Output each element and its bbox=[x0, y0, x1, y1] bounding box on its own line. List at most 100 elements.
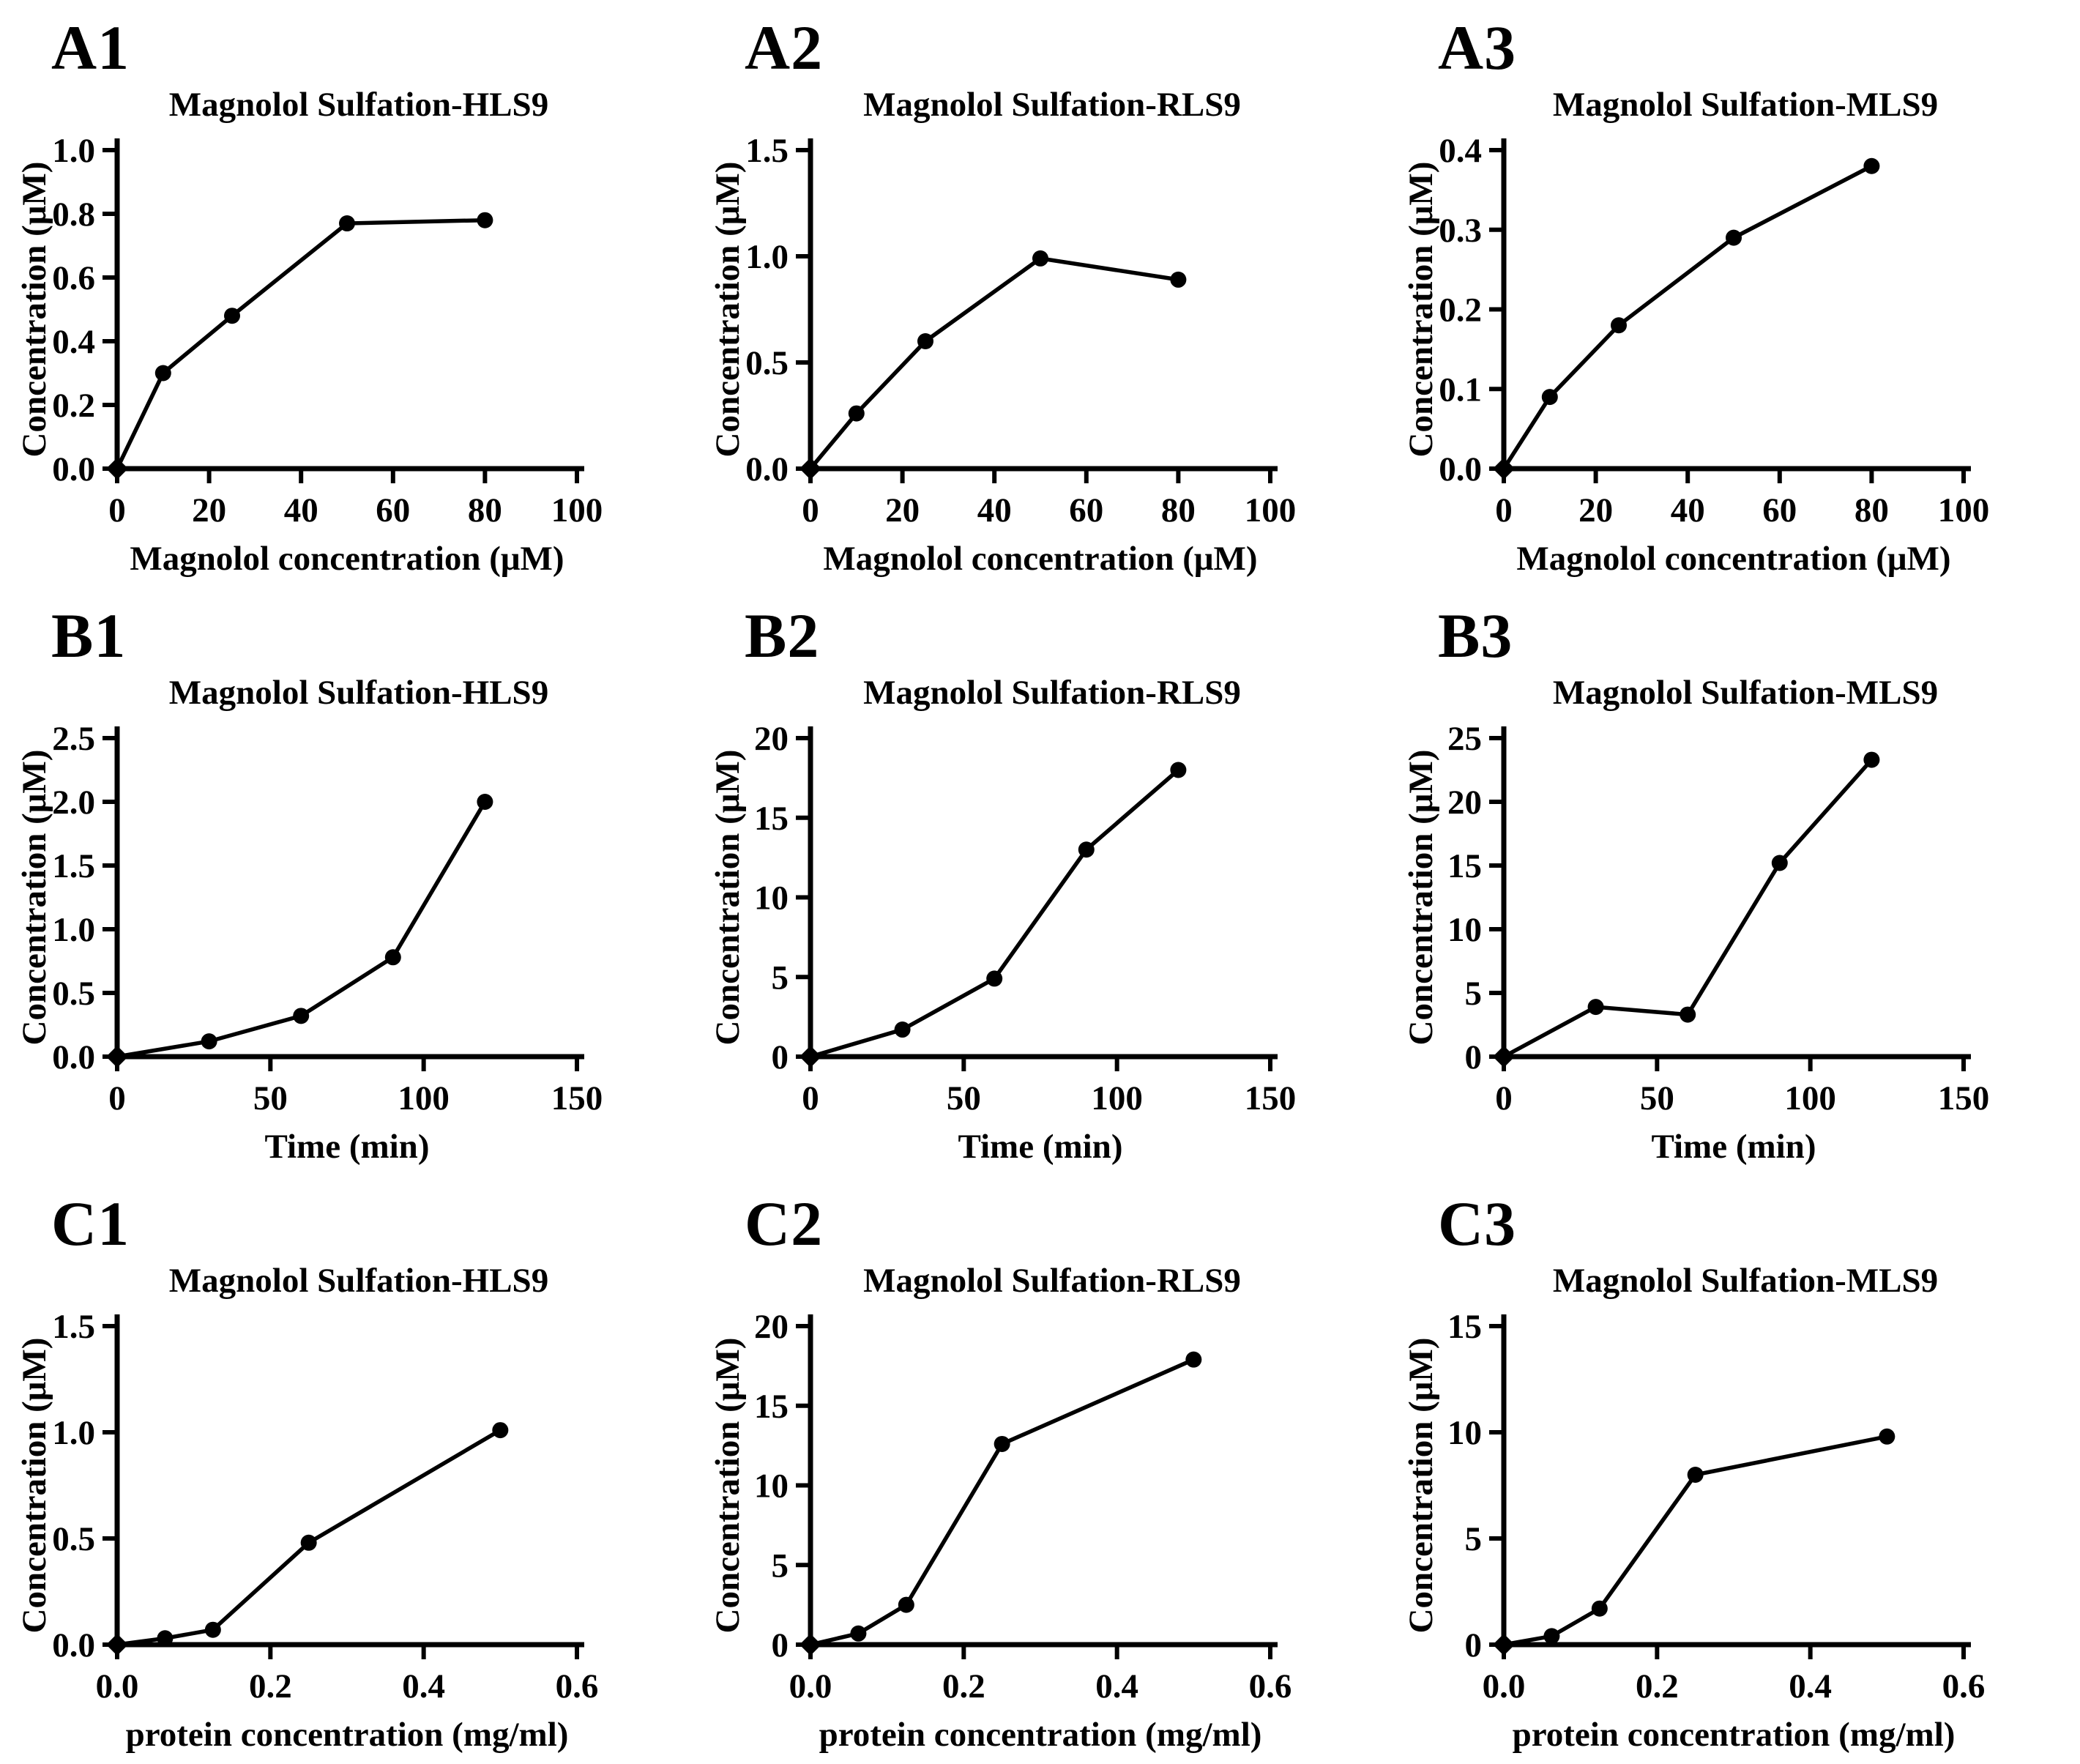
x-tick-label: 20 bbox=[1578, 491, 1613, 529]
line-chart: 0 20 40 60 80 100 0.0 0.5 1.0 1.5 Magnolol concent… bbox=[709, 132, 1296, 578]
x-tick-label: 40 bbox=[1671, 491, 1705, 529]
y-tick-label: 10 bbox=[1447, 911, 1482, 949]
data-point bbox=[1587, 999, 1604, 1016]
y-tick-label: 0 bbox=[772, 1038, 789, 1076]
y-tick-label: 1.0 bbox=[745, 238, 789, 276]
data-point bbox=[1680, 1006, 1696, 1023]
panel-b1: B1 Magnolol Sulfation-HLS9 0 50 100 150 0.0 0… bbox=[0, 588, 693, 1176]
data-point bbox=[204, 1621, 221, 1638]
x-axis-label: Time (min) bbox=[958, 1128, 1123, 1166]
x-axis-label: protein concentration (mg/ml) bbox=[819, 1716, 1262, 1754]
y-axis-label: Concentration (μM) bbox=[15, 1338, 53, 1634]
data-point bbox=[1611, 317, 1627, 334]
data-point-origin bbox=[1493, 1634, 1515, 1656]
data-point bbox=[1185, 1351, 1202, 1368]
data-point bbox=[917, 333, 933, 349]
x-tick-label: 0.6 bbox=[556, 1667, 599, 1705]
data-point bbox=[986, 970, 1003, 987]
y-tick-label: 5 bbox=[1465, 975, 1483, 1013]
data-point bbox=[848, 405, 865, 422]
y-tick-label: 1.5 bbox=[52, 847, 95, 885]
y-tick-label: 0.5 bbox=[745, 344, 789, 382]
line-chart: 0 50 100 150 0 5 10 15 20 25 Time (min) Concentrati… bbox=[1402, 720, 1989, 1166]
data-point-origin bbox=[799, 1634, 821, 1656]
x-tick-label: 40 bbox=[977, 491, 1012, 529]
y-tick-label: 20 bbox=[754, 1308, 789, 1346]
chart-title: Magnolol Sulfation-HLS9 bbox=[168, 674, 549, 712]
x-tick-label: 60 bbox=[1069, 491, 1103, 529]
data-point bbox=[1879, 1428, 1896, 1445]
x-tick-label: 0.6 bbox=[1942, 1667, 1986, 1705]
x-tick-label: 0 bbox=[1495, 491, 1513, 529]
y-axis-label: Concentration (μM) bbox=[15, 162, 53, 458]
y-tick-label: 0.5 bbox=[52, 975, 95, 1013]
x-tick-label: 80 bbox=[1855, 491, 1889, 529]
data-point bbox=[339, 215, 355, 232]
x-tick-label: 100 bbox=[1938, 491, 1990, 529]
y-tick-label: 0.6 bbox=[52, 259, 95, 297]
y-axis-label: Concentration (μM) bbox=[709, 750, 747, 1046]
x-tick-label: 100 bbox=[551, 491, 603, 529]
y-tick-label: 15 bbox=[754, 800, 789, 838]
x-tick-label: 40 bbox=[284, 491, 318, 529]
panel-c3: C3 Magnolol Sulfation-MLS9 0.0 0.2 0.4 0.6 0… bbox=[1387, 1176, 2080, 1764]
data-line bbox=[115, 217, 485, 470]
x-tick-label: 0 bbox=[1495, 1079, 1513, 1117]
x-tick-label: 0.2 bbox=[942, 1667, 985, 1705]
x-tick-label: 20 bbox=[192, 491, 226, 529]
data-line bbox=[810, 768, 1180, 1059]
y-axis-label: Concentration (μM) bbox=[15, 750, 53, 1046]
data-line bbox=[808, 256, 1179, 470]
data-point bbox=[293, 1008, 310, 1024]
line-chart: 0 20 40 60 80 100 0.0 0.1 0.2 0.3 0.4 Magnolol conc… bbox=[1402, 132, 1990, 578]
y-tick-label: 0 bbox=[772, 1626, 789, 1664]
x-tick-label: 0 bbox=[108, 1079, 126, 1117]
line-chart: 0 50 100 150 0 5 10 15 20 Time (min) Concentration… bbox=[709, 720, 1296, 1166]
x-tick-label: 0.0 bbox=[1483, 1667, 1526, 1705]
y-tick-label: 15 bbox=[1447, 1308, 1482, 1346]
y-tick-label: 0.1 bbox=[1439, 371, 1482, 409]
x-tick-label: 0.6 bbox=[1249, 1667, 1292, 1705]
x-tick-label: 60 bbox=[376, 491, 410, 529]
data-point bbox=[477, 794, 493, 810]
line-chart: 0.0 0.2 0.4 0.6 0.0 0.5 1.0 1.5 protein concentr… bbox=[15, 1308, 599, 1754]
chart-title: Magnolol Sulfation-MLS9 bbox=[1552, 86, 1939, 124]
panel-label: B3 bbox=[1438, 600, 1513, 671]
panel-label: B1 bbox=[51, 600, 127, 671]
x-tick-label: 0.4 bbox=[1789, 1667, 1832, 1705]
y-tick-label: 0.2 bbox=[1439, 291, 1482, 330]
x-tick-label: 60 bbox=[1762, 491, 1797, 529]
x-tick-label: 80 bbox=[468, 491, 502, 529]
line-chart: 0.0 0.2 0.4 0.6 0 5 10 15 protein concentration … bbox=[1402, 1308, 1986, 1754]
y-tick-label: 1.0 bbox=[52, 911, 95, 949]
data-point-origin bbox=[799, 1046, 821, 1068]
x-tick-label: 50 bbox=[253, 1079, 288, 1117]
x-tick-label: 0 bbox=[802, 1079, 819, 1117]
x-axis-label: Magnolol concentration (μM) bbox=[823, 540, 1257, 578]
data-point bbox=[384, 949, 401, 966]
data-point bbox=[1032, 250, 1048, 267]
y-tick-label: 5 bbox=[1465, 1520, 1483, 1558]
chart-title: Magnolol Sulfation-HLS9 bbox=[168, 1262, 549, 1300]
panel-label: B2 bbox=[745, 600, 820, 671]
data-point bbox=[1591, 1600, 1608, 1617]
y-tick-label: 5 bbox=[772, 1547, 789, 1585]
data-point-origin bbox=[1493, 458, 1515, 480]
y-tick-label: 0.0 bbox=[52, 1626, 95, 1664]
y-tick-label: 10 bbox=[754, 1467, 789, 1506]
panel-a2: A2 Magnolol Sulfation-RLS9 0 20 40 60 80 100 0… bbox=[693, 0, 1387, 588]
line-chart: 0.0 0.2 0.4 0.6 0 5 10 15 20 protein concentratio… bbox=[709, 1308, 1292, 1754]
data-point bbox=[300, 1534, 317, 1551]
panel-c2: C2 Magnolol Sulfation-RLS9 0.0 0.2 0.4 0.6 0… bbox=[693, 1176, 1387, 1764]
y-tick-label: 0.4 bbox=[52, 323, 95, 361]
data-point bbox=[1543, 1628, 1560, 1645]
chart-title: Magnolol Sulfation-RLS9 bbox=[863, 674, 1241, 712]
data-point bbox=[1170, 271, 1187, 288]
y-tick-label: 10 bbox=[754, 879, 789, 918]
y-tick-label: 15 bbox=[754, 1388, 789, 1426]
data-point-origin bbox=[106, 1634, 128, 1656]
data-point-origin bbox=[106, 458, 128, 480]
y-tick-label: 20 bbox=[1447, 784, 1482, 822]
data-point bbox=[894, 1021, 911, 1038]
panel-label: C2 bbox=[745, 1188, 824, 1259]
